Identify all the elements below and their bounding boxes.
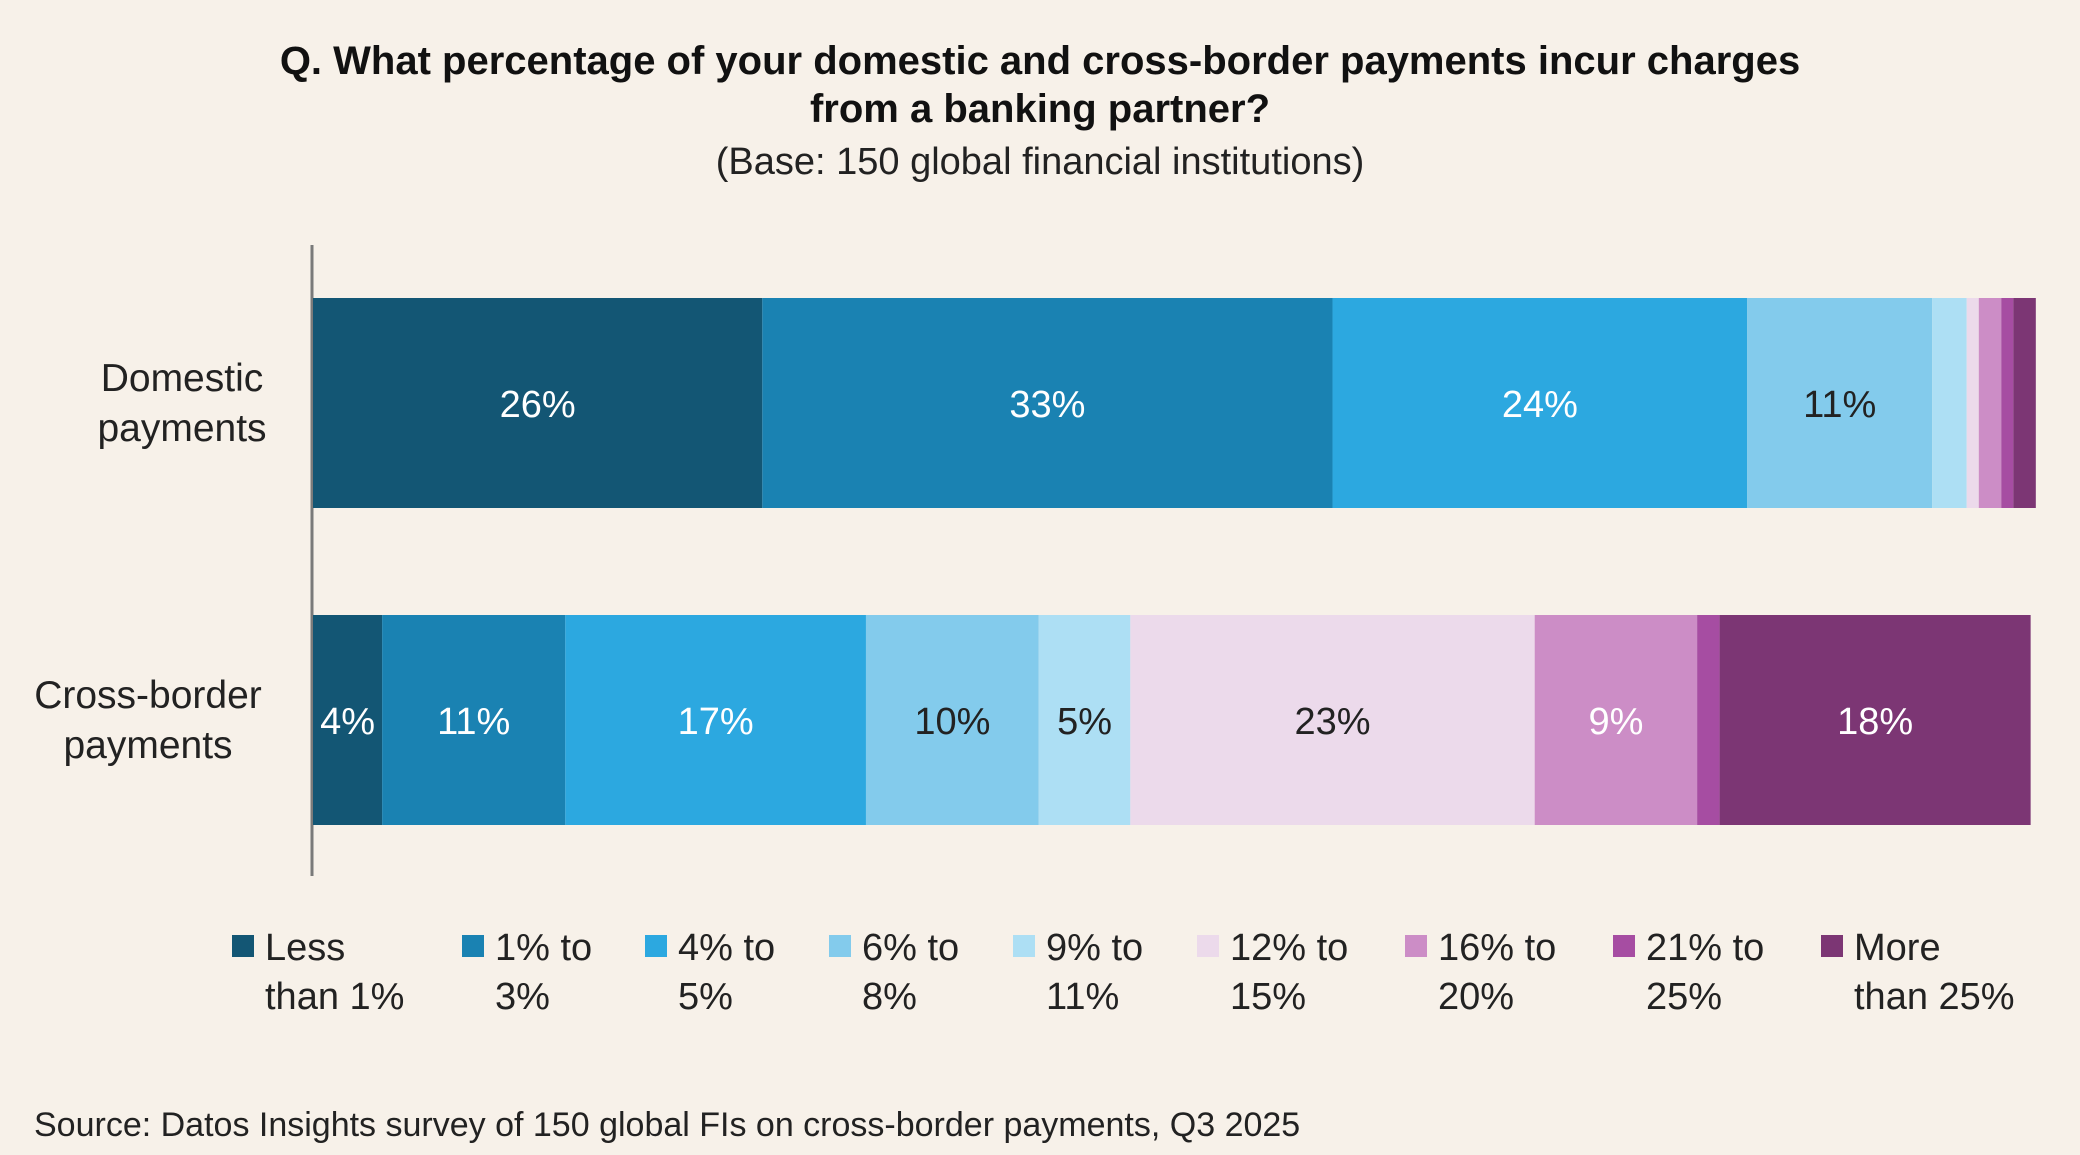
legend-item: More than 25% <box>1821 927 2015 1018</box>
bar-segment <box>1932 298 1967 508</box>
legend-swatch <box>462 935 484 957</box>
legend-item: 4% to 5% <box>645 927 775 1018</box>
legend-label: Less than 1% <box>265 927 404 1018</box>
legend-swatch <box>1821 935 1843 957</box>
legend-label-line: Less <box>265 927 345 969</box>
legend-item: 1% to 3% <box>462 927 592 1018</box>
bar-segment <box>382 615 566 825</box>
legend-label-line: than 25% <box>1854 976 2015 1018</box>
legend-label-line: 20% <box>1438 976 1514 1018</box>
legend-swatch <box>232 935 254 957</box>
legend-swatch <box>1013 935 1035 957</box>
legend-label: 1% to 3% <box>495 927 592 1018</box>
legend-label-line: 11% <box>1046 976 1119 1018</box>
bar-segment <box>565 615 866 825</box>
category-label-line: payments <box>63 724 232 767</box>
bar-segment-label: 10% <box>914 701 990 743</box>
bar-segment <box>2001 298 2014 508</box>
bar-row: 26% 33% 24% 11% <box>313 298 2036 508</box>
chart-title-line-2: from a banking partner? <box>810 87 1270 131</box>
legend-label: 6% to 8% <box>862 927 959 1018</box>
bar-segment-label: 4% <box>320 701 375 743</box>
bar-segment <box>313 298 763 508</box>
category-label-line: Cross-border <box>34 674 262 717</box>
legend: Less than 1% 1% to 3% 4% to 5% 6% to 8% 9% to 11%… <box>232 927 2015 1018</box>
legend-label-line: 1% to <box>495 927 592 969</box>
bar-segment-label: 11% <box>1803 384 1876 426</box>
bar-segment <box>1534 615 1698 825</box>
legend-swatch <box>829 935 851 957</box>
legend-swatch <box>1197 935 1219 957</box>
bar-segment-label: 33% <box>1009 384 1085 426</box>
legend-label-line: 12% to <box>1230 927 1348 969</box>
legend-label-line: 15% <box>1230 976 1306 1018</box>
legend-label-line: 4% to <box>678 927 775 969</box>
legend-swatch <box>1613 935 1635 957</box>
legend-label-line: 9% to <box>1046 927 1143 969</box>
legend-item: 9% to 11% <box>1013 927 1143 1018</box>
bar-segment-label: 26% <box>500 384 576 426</box>
legend-item: Less than 1% <box>232 927 404 1018</box>
category-label: Domestic payments <box>97 357 266 450</box>
chart-title-line-1: Q. What percentage of your domestic and … <box>280 39 1800 83</box>
legend-label: 21% to 25% <box>1646 927 1764 1018</box>
legend-label-line: More <box>1854 927 1941 969</box>
legend-label-line: 16% to <box>1438 927 1556 969</box>
bar-segment-label: 11% <box>437 701 510 743</box>
legend-item: 6% to 8% <box>829 927 959 1018</box>
chart-title: Q. What percentage of your domestic and … <box>280 39 1800 131</box>
bar-segment-label: 9% <box>1588 701 1643 743</box>
legend-label-line: 25% <box>1646 976 1722 1018</box>
legend-label: 12% to 15% <box>1230 927 1348 1018</box>
bar-segment <box>1978 298 2002 508</box>
legend-swatch <box>1405 935 1427 957</box>
category-label: Cross-border payments <box>34 674 262 767</box>
bar-segment <box>762 298 1333 508</box>
legend-label-line: 21% to <box>1646 927 1764 969</box>
legend-item: 16% to 20% <box>1405 927 1556 1018</box>
legend-item: 21% to 25% <box>1613 927 1764 1018</box>
bars-group: 26% 33% 24% 11% 4% 11% 17% 10% 5% 23% 9% 18% <box>313 298 2036 825</box>
legend-label-line: 5% <box>678 976 733 1018</box>
bar-segment <box>1697 615 1720 825</box>
chart-subtitle: (Base: 150 global financial institutions… <box>716 141 1365 183</box>
legend-label-line: than 1% <box>265 976 404 1018</box>
legend-label-line: 8% <box>862 976 917 1018</box>
bar-segment-label: 18% <box>1837 701 1913 743</box>
legend-item: 12% to 15% <box>1197 927 1348 1018</box>
legend-label-line: 6% to <box>862 927 959 969</box>
legend-label: 16% to 20% <box>1438 927 1556 1018</box>
bar-segment-label: 24% <box>1502 384 1578 426</box>
bar-segment <box>1719 615 2031 825</box>
category-axis-labels: Domestic payments Cross-border payments <box>34 357 266 767</box>
legend-label: 9% to 11% <box>1046 927 1143 1018</box>
bar-segment <box>1038 615 1131 825</box>
bar-segment <box>1130 615 1535 825</box>
bar-segment-label: 5% <box>1057 701 1112 743</box>
bar-segment <box>1332 298 1748 508</box>
bar-segment <box>313 615 383 825</box>
bar-segment-label: 23% <box>1294 701 1370 743</box>
bar-segment <box>1747 298 1933 508</box>
legend-label: 4% to 5% <box>678 927 775 1018</box>
source-note: Source: Datos Insights survey of 150 glo… <box>34 1106 1300 1144</box>
bar-row: 4% 11% 17% 10% 5% 23% 9% 18% <box>313 615 2031 825</box>
bar-segment <box>1966 298 1979 508</box>
category-label-line: Domestic <box>101 357 264 400</box>
legend-label-line: 3% <box>495 976 550 1018</box>
bar-segment <box>865 615 1039 825</box>
legend-label: More than 25% <box>1854 927 2015 1018</box>
category-label-line: payments <box>97 407 266 450</box>
bar-segment <box>2013 298 2036 508</box>
legend-swatch <box>645 935 667 957</box>
bar-segment-label: 17% <box>678 701 754 743</box>
